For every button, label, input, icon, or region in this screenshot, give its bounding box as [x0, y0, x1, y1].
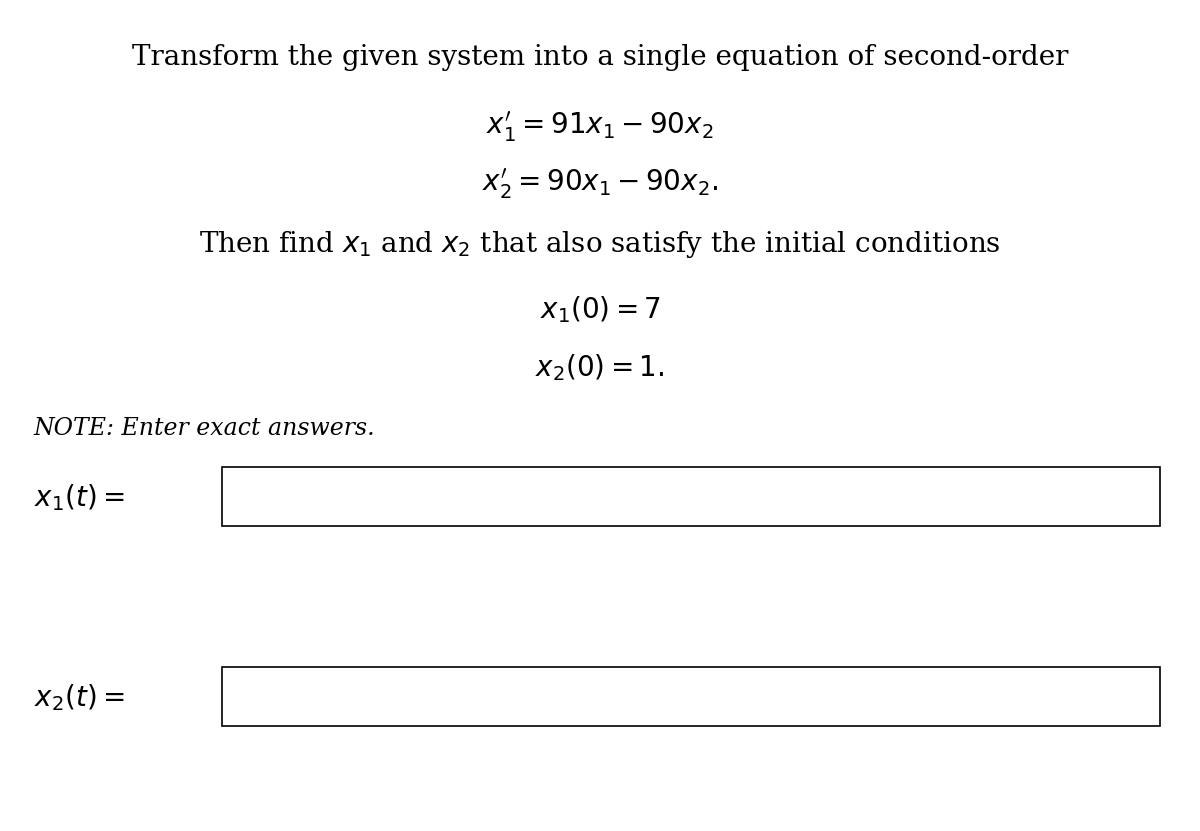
Text: $x_2(t) = $: $x_2(t) = $: [34, 682, 125, 713]
Text: Transform the given system into a single equation of second-order: Transform the given system into a single…: [132, 44, 1068, 71]
FancyBboxPatch shape: [222, 667, 1160, 726]
Text: NOTE: Enter exact answers.: NOTE: Enter exact answers.: [34, 417, 376, 440]
Text: $x_1' = 91x_1 - 90x_2$: $x_1' = 91x_1 - 90x_2$: [486, 109, 714, 144]
Text: $x_1(t) = $: $x_1(t) = $: [34, 482, 125, 513]
Text: $x_2' = 90x_1 - 90x_2.$: $x_2' = 90x_1 - 90x_2.$: [482, 166, 718, 201]
Text: $x_1(0) = 7$: $x_1(0) = 7$: [540, 294, 660, 326]
FancyBboxPatch shape: [222, 467, 1160, 526]
Text: $x_2(0) = 1.$: $x_2(0) = 1.$: [535, 352, 665, 382]
Text: Then find $x_1$ and $x_2$ that also satisfy the initial conditions: Then find $x_1$ and $x_2$ that also sati…: [199, 229, 1001, 260]
